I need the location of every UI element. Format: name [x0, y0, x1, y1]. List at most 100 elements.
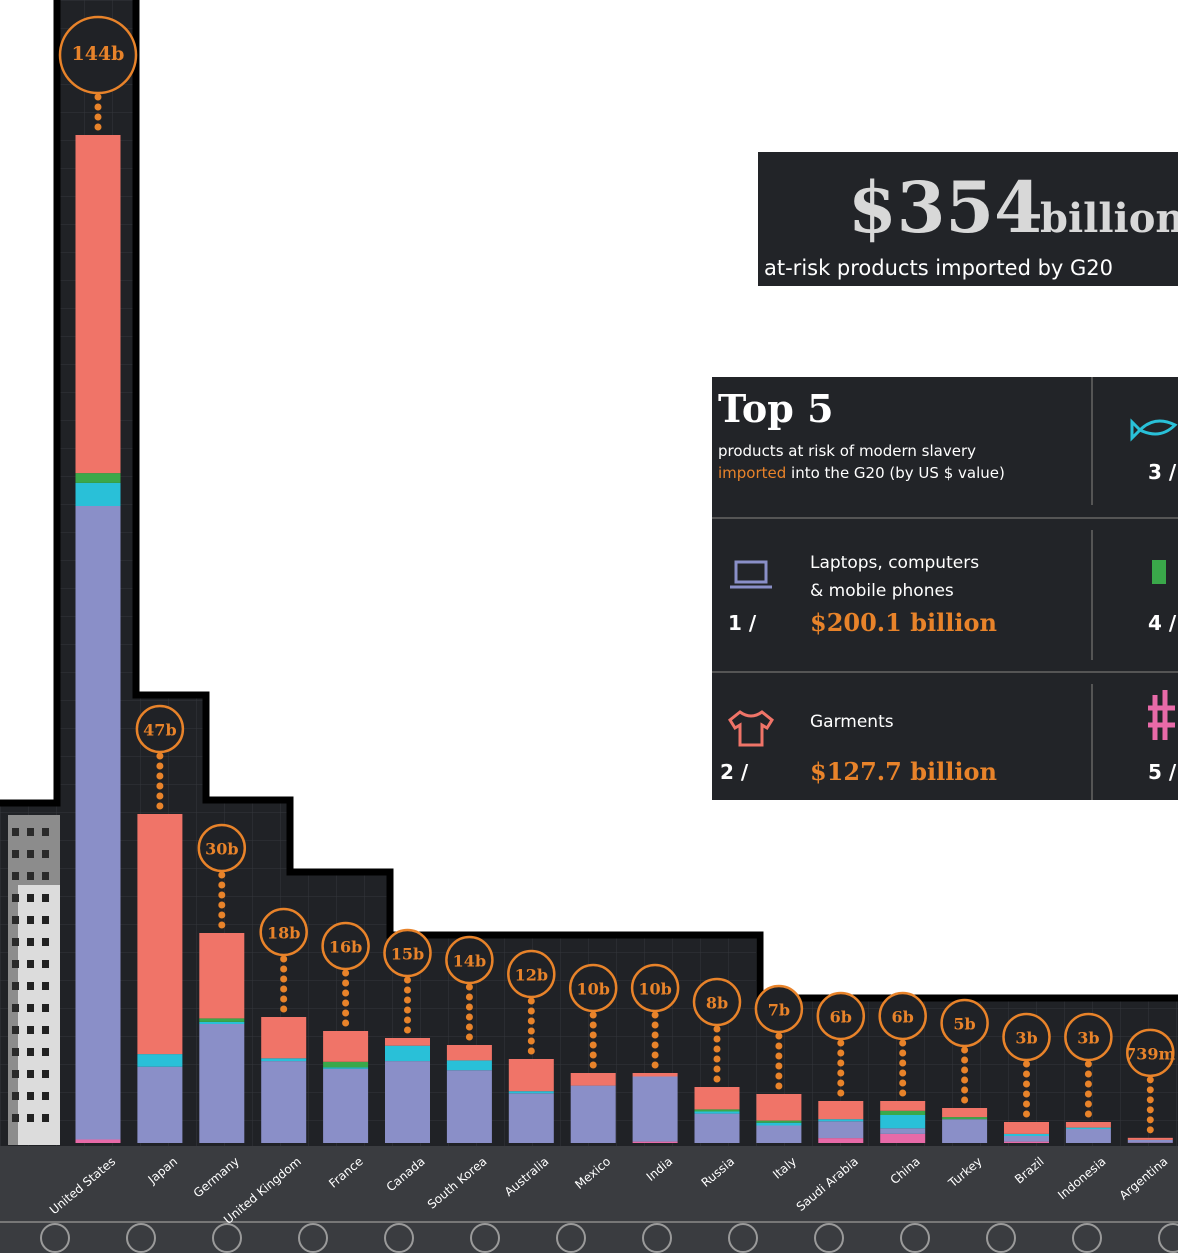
window — [27, 916, 34, 924]
bar-segment — [695, 1087, 740, 1109]
bar-segment — [818, 1101, 863, 1119]
window — [27, 1048, 34, 1056]
window — [42, 894, 49, 902]
window — [12, 1092, 19, 1100]
window — [12, 1004, 19, 1012]
window — [12, 850, 19, 858]
bar-segment — [818, 1121, 863, 1138]
building — [18, 885, 60, 1145]
bar-segment — [818, 1119, 863, 1121]
window — [27, 828, 34, 836]
window — [42, 982, 49, 990]
bar-segment — [1004, 1136, 1049, 1142]
window — [12, 982, 19, 990]
cocoa-icon — [1152, 560, 1166, 584]
bar-segment — [199, 1022, 244, 1024]
summary-unit: billion — [1040, 195, 1178, 242]
window — [12, 916, 19, 924]
bar-segment — [1066, 1128, 1111, 1129]
bar-segment — [76, 506, 121, 1140]
bar-segment — [76, 1140, 121, 1144]
summary-amount: $354 — [848, 166, 1043, 249]
bar-segment — [695, 1112, 740, 1114]
item-name: Garments — [810, 712, 894, 732]
item-amount: $200.1 billion — [810, 608, 997, 637]
bar-segment — [571, 1073, 616, 1086]
item-rank: 1 / — [728, 611, 757, 635]
window — [42, 1114, 49, 1122]
total-label: 12b — [515, 966, 548, 985]
bar-segment — [880, 1111, 925, 1115]
window — [12, 960, 19, 968]
item-rank: 5 / — [1148, 760, 1177, 784]
bar-segment — [1066, 1129, 1111, 1143]
bar-segment — [447, 1070, 492, 1143]
total-label: 7b — [768, 1001, 790, 1020]
bar-segment — [509, 1059, 554, 1091]
window — [42, 1092, 49, 1100]
bar-segment — [1004, 1134, 1049, 1136]
bar-segment — [137, 1067, 182, 1143]
total-label: 16b — [329, 938, 362, 957]
window — [27, 982, 34, 990]
bar-segment — [447, 1060, 492, 1070]
bar-segment — [323, 1062, 368, 1068]
total-label: 144b — [72, 43, 125, 65]
total-label: 6b — [892, 1008, 914, 1027]
window — [42, 960, 49, 968]
bar-segment — [880, 1101, 925, 1111]
bar-segment — [818, 1138, 863, 1143]
total-label: 8b — [706, 994, 728, 1013]
window — [12, 872, 19, 880]
total-label: 739m — [1125, 1044, 1175, 1063]
bar-segment — [695, 1114, 740, 1143]
bar-segment — [137, 1054, 182, 1067]
total-label: 6b — [830, 1008, 852, 1027]
window — [42, 916, 49, 924]
window — [12, 938, 19, 946]
window — [42, 1048, 49, 1056]
window — [27, 872, 34, 880]
bar-segment — [385, 1046, 430, 1061]
summary-caption: at-risk products imported by G20 — [764, 256, 1113, 280]
bar-segment — [633, 1142, 678, 1143]
item-rank: 2 / — [720, 760, 749, 784]
total-label: 14b — [453, 952, 486, 971]
bar-segment — [199, 1024, 244, 1143]
bar-segment — [323, 1069, 368, 1143]
bar-segment — [1066, 1122, 1111, 1128]
total-label: 3b — [1077, 1029, 1099, 1048]
total-label: 10b — [576, 980, 609, 999]
bar-segment — [137, 814, 182, 1054]
bar-segment — [199, 1018, 244, 1022]
subtitle-rest: into the G20 (by US $ value) — [786, 464, 1005, 482]
window — [27, 960, 34, 968]
window — [27, 1070, 34, 1078]
item-name: & mobile phones — [810, 581, 954, 601]
window — [27, 938, 34, 946]
total-label: 5b — [953, 1015, 975, 1034]
window — [12, 894, 19, 902]
bar-segment — [385, 1061, 430, 1143]
window — [27, 1026, 34, 1034]
item-amount: $127.7 billion — [810, 757, 997, 786]
bar-segment — [76, 483, 121, 506]
infographic: 144bUnited States47bJapan30bGermany18bUn… — [0, 0, 1178, 1253]
window — [42, 938, 49, 946]
total-label: 47b — [143, 721, 176, 740]
total-label: 10b — [638, 980, 671, 999]
total-label: 15b — [391, 945, 424, 964]
bar-segment — [756, 1094, 801, 1121]
bar-segment — [261, 1058, 306, 1061]
total-label: 3b — [1015, 1029, 1037, 1048]
window — [12, 1114, 19, 1122]
window — [12, 1070, 19, 1078]
bar-segment — [199, 933, 244, 1018]
bar-segment — [1004, 1142, 1049, 1143]
bar-segment — [509, 1091, 554, 1093]
top5-subtitle: imported into the G20 (by US $ value) — [718, 464, 1005, 482]
window — [27, 850, 34, 858]
bar-segment — [1128, 1140, 1173, 1143]
bar-segment — [447, 1045, 492, 1060]
bar-segment — [942, 1108, 987, 1117]
